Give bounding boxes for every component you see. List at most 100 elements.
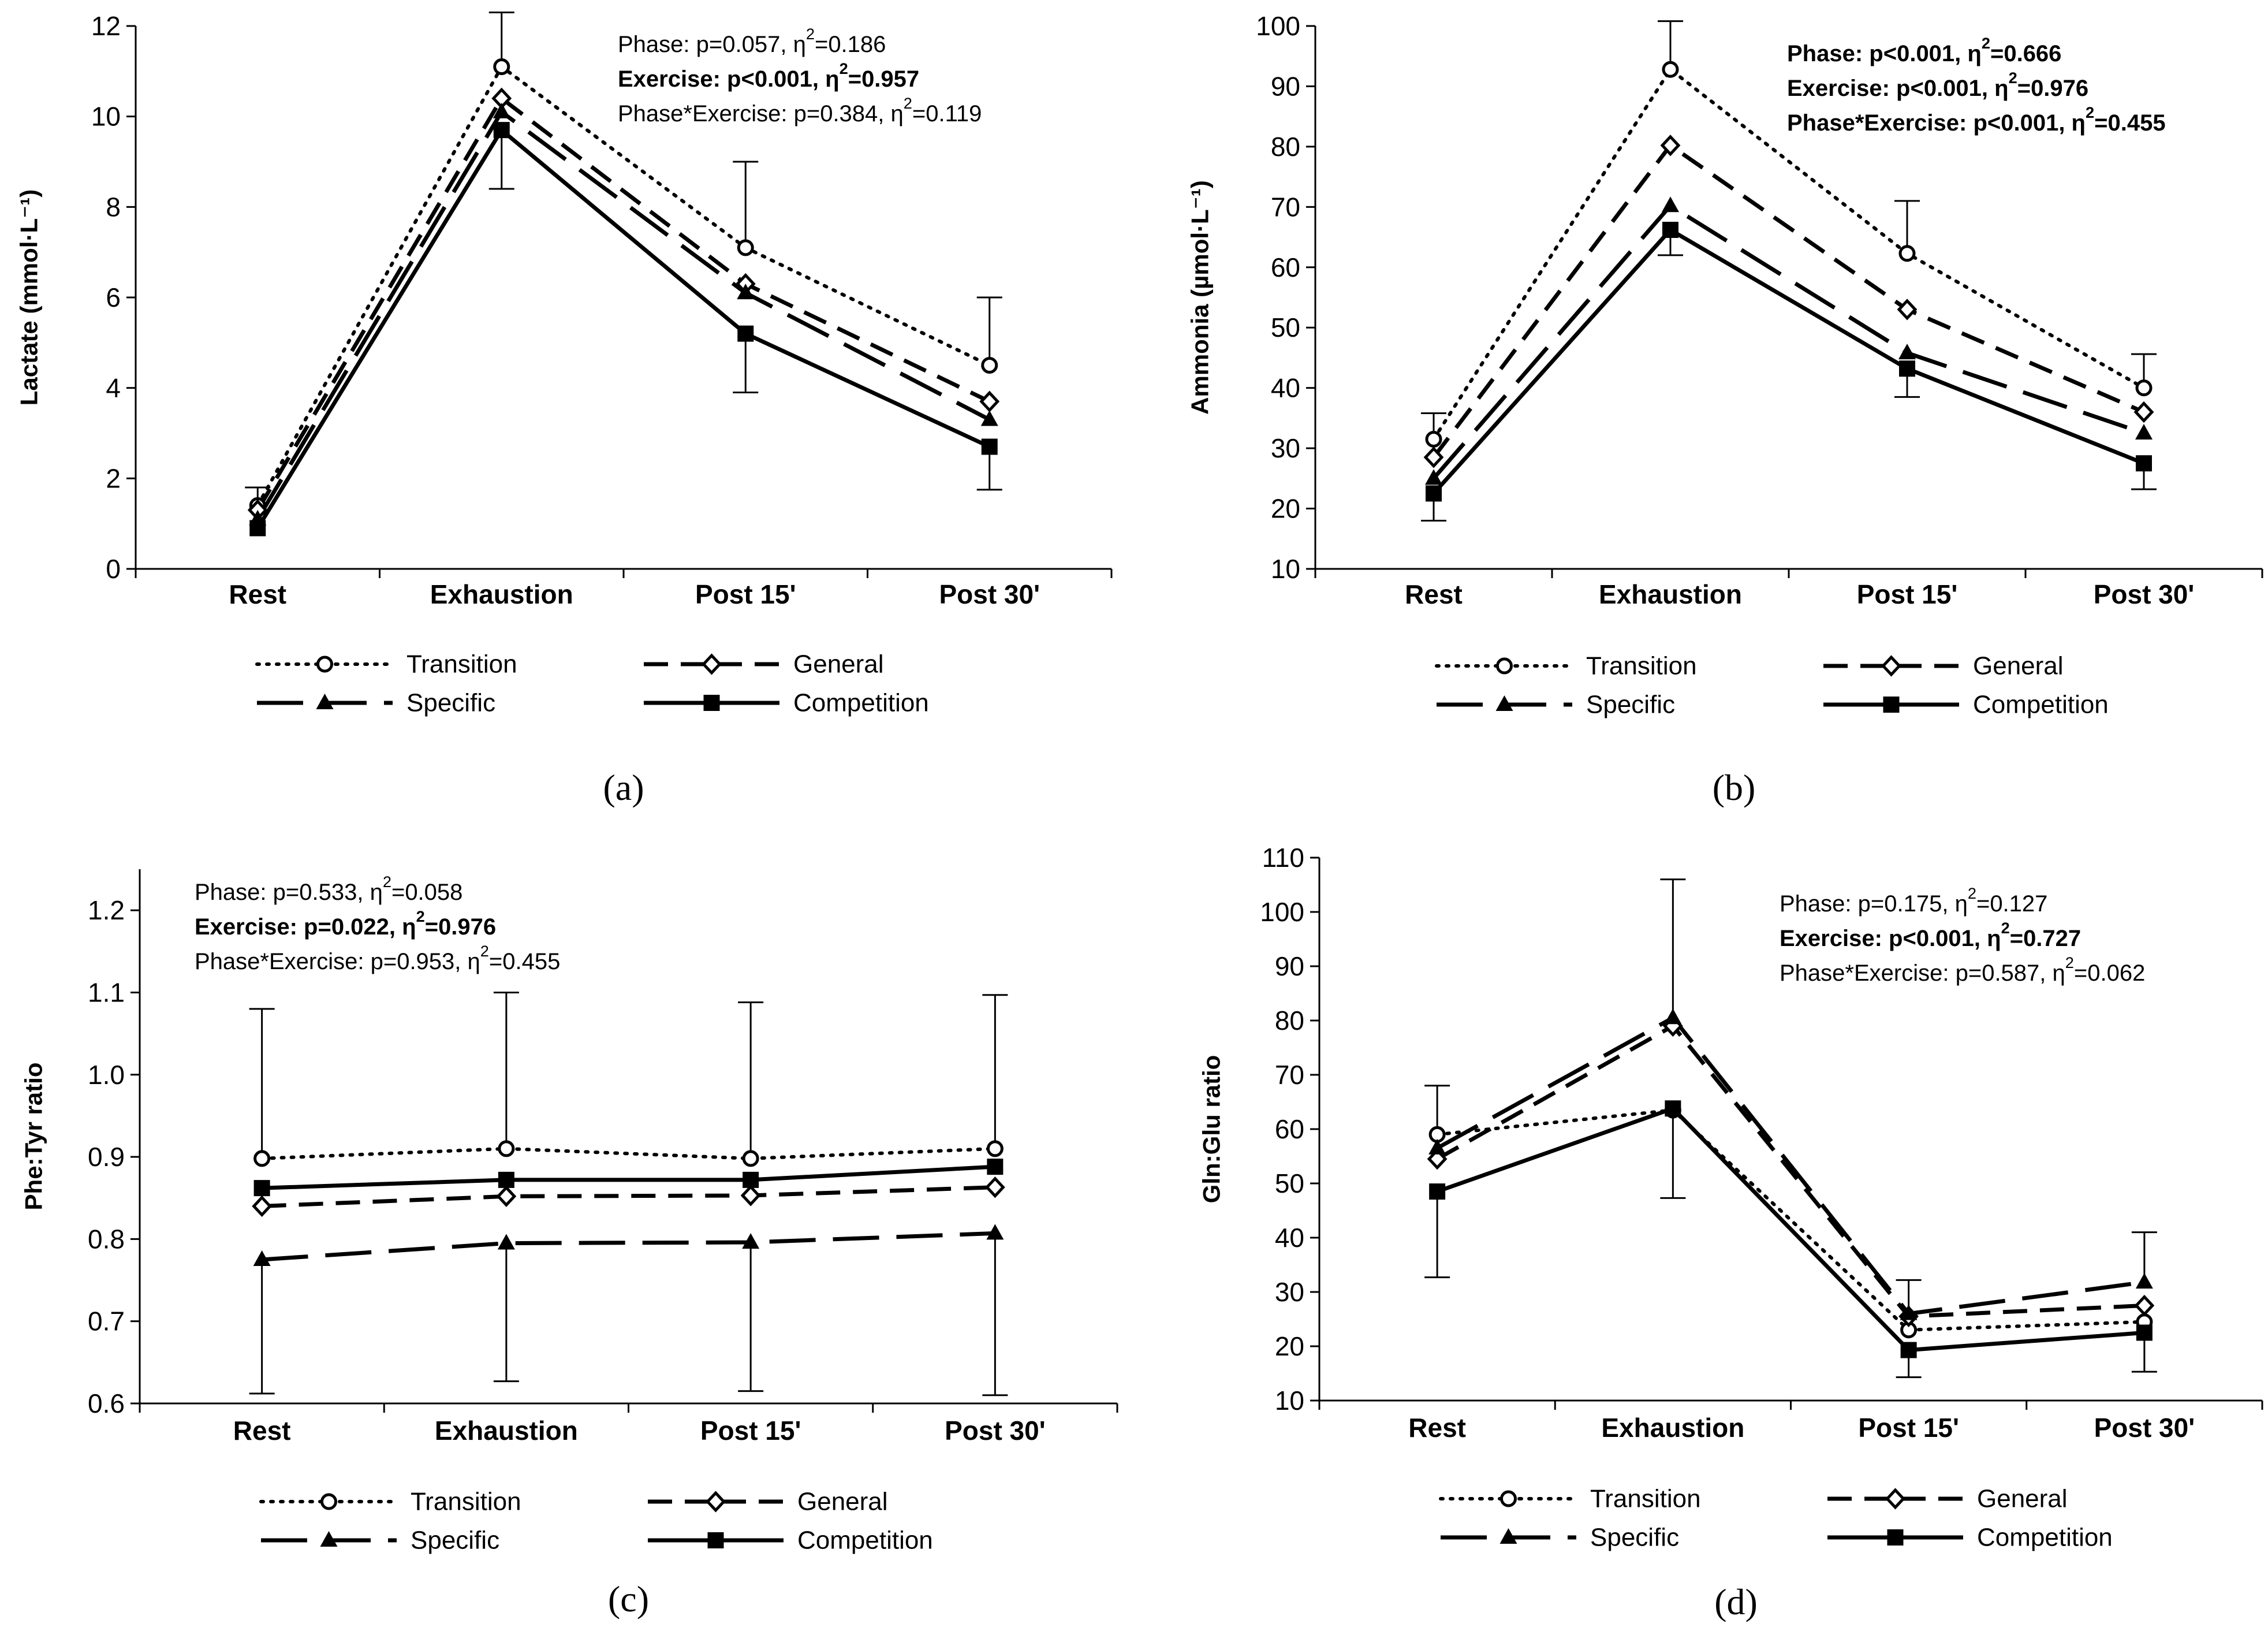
- panel-d-stats-line-1: Phase: p=0.175, η2=0.127: [1780, 884, 2047, 917]
- panel-a-ytick-label-6: 12: [91, 11, 121, 41]
- panel-a-ylabel: Lactate (mmol·L⁻¹): [16, 189, 43, 406]
- panel-d-stats-tail-3: =0.062: [2074, 960, 2145, 986]
- panel-d-point-competition-rest: [1429, 1183, 1446, 1200]
- panel-d-legend-label-specific: Specific: [1590, 1524, 1679, 1552]
- panel-c-ylabel: Phe:Tyr ratio: [20, 1063, 47, 1211]
- panel-d-stats-tail-1: =0.127: [1976, 891, 2047, 917]
- panel-d-point-competition-post-30: [2136, 1324, 2153, 1341]
- panel-d-category-rest: Rest: [1408, 1413, 1466, 1443]
- panel-b-point-transition-post-15: [1898, 245, 1916, 262]
- panel-d-label: (d): [1714, 1581, 1758, 1622]
- panel-d-stats-sup-3: 2: [2065, 954, 2074, 971]
- panel-d-series-line-general: [1436, 1023, 2145, 1319]
- panel-a-category-post-30: Post 30': [939, 579, 1040, 609]
- panel-a-point-competition-post-30: [981, 438, 998, 455]
- panel-c-category-post-30: Post 30': [945, 1416, 1046, 1446]
- panel-b-point-competition-post-30: [2136, 455, 2152, 472]
- panel-c-point-transition-exhaustion: [498, 1140, 515, 1157]
- panel-c-stats-text-1: Phase: p=0.533, η: [195, 880, 383, 905]
- panel-c-point-transition-rest: [253, 1150, 271, 1167]
- panel-a-ytick-label-3: 6: [106, 282, 121, 312]
- panel-c-point-specific-post-15: [742, 1233, 760, 1249]
- panel-b-legend-marker-competition: [1883, 697, 1900, 713]
- panel-d-legend-marker-specific: [1499, 1528, 1517, 1544]
- panel-c-point-competition-post-30: [987, 1159, 1004, 1175]
- panel-a-point-transition-post-30: [981, 357, 998, 374]
- panel-d-stats-text-3: Phase*Exercise: p=0.587, η: [1780, 960, 2065, 986]
- panel-c-stats-text-3: Phase*Exercise: p=0.953, η: [195, 949, 480, 974]
- panel-b-stats-tail-2: =0.976: [2017, 76, 2088, 101]
- panel-d-stats-line-2: Exercise: p<0.001, η2=0.727: [1780, 919, 2081, 951]
- panel-c-point-specific-exhaustion: [497, 1234, 515, 1250]
- panel-b-point-competition-post-15: [1899, 360, 1915, 377]
- panel-b-point-specific-exhaustion: [1662, 196, 1679, 213]
- panel-a-legend-marker-general: [702, 653, 722, 675]
- panel-c-stats-sup-2: 2: [416, 907, 425, 925]
- panel-d-series-line-competition: [1436, 1106, 2145, 1353]
- panel-b-series-line-competition: [1432, 228, 2145, 495]
- panel-d-ytick-label-8: 90: [1275, 951, 1304, 981]
- panel-c-ytick-label-3: 0.9: [88, 1142, 125, 1172]
- panel-c-stats-line-1: Phase: p=0.533, η2=0.058: [195, 873, 462, 905]
- panel-b-stats-sup-2: 2: [2009, 69, 2017, 87]
- panel-b-legend-label-competition: Competition: [1973, 691, 2109, 719]
- panel-b-label: (b): [1713, 767, 1756, 808]
- panel-d-point-competition-post-15: [1900, 1342, 1917, 1358]
- panel-c-series-line-competition: [262, 1164, 995, 1190]
- panel-a-stats-line-2: Exercise: p<0.001, η2=0.957: [618, 59, 919, 92]
- panel-d-series-line-transition: [1435, 1108, 2146, 1332]
- panel-d: 10 20 30 40 50 60 70 80 90 100 110 Rest Exhaustion Po…: [1198, 843, 2263, 1622]
- panel-a-point-specific-post-15: [737, 284, 755, 300]
- panel-c-stats-line-2: Exercise: p=0.022, η2=0.976: [195, 907, 496, 940]
- panel-b-point-competition-exhaustion: [1662, 222, 1678, 239]
- panel-d-stats-tail-2: =0.727: [2010, 926, 2081, 951]
- panel-a-legend-marker-transition: [316, 656, 333, 673]
- panel-c-point-specific-post-30: [986, 1224, 1004, 1240]
- panel-b-category-exhaustion: Exhaustion: [1599, 579, 1742, 609]
- panel-c-point-general-post-15: [740, 1185, 761, 1206]
- panel-a-legend-label-specific: Specific: [406, 689, 495, 717]
- panel-b-point-general-exhaustion: [1660, 135, 1681, 157]
- panel-b-point-transition-rest: [1425, 430, 1442, 448]
- panel-c-legend-marker-general: [706, 1491, 726, 1513]
- panel-a-stats-sup-1: 2: [806, 25, 815, 43]
- panel-a-point-competition-post-15: [737, 325, 754, 342]
- panel-b-ytick-label-6: 70: [1271, 192, 1300, 222]
- panel-b-stats-text-3: Phase*Exercise: p<0.001, η: [1787, 110, 2086, 136]
- panel-b-ytick-label-9: 100: [1256, 11, 1300, 41]
- panel-a-stats-line-3: Phase*Exercise: p=0.384, η2=0.119: [618, 94, 982, 126]
- panel-c-stats-sup-1: 2: [383, 873, 391, 891]
- panel-a-point-specific-exhaustion: [493, 102, 510, 118]
- panel-c-legend-marker-transition: [320, 1493, 337, 1510]
- panel-a-stats-text-3: Phase*Exercise: p=0.384, η: [618, 101, 904, 126]
- panel-c-series-line-specific: [262, 1231, 995, 1262]
- panel-c-ytick-label-5: 1.1: [88, 977, 125, 1007]
- panel-c-stats-sup-3: 2: [480, 942, 489, 960]
- panel-d-ytick-label-4: 50: [1275, 1168, 1304, 1198]
- panel-b-ytick-label-4: 50: [1271, 312, 1300, 342]
- panel-b-ytick-label-1: 20: [1271, 494, 1300, 524]
- panel-c-series-line-general: [262, 1185, 995, 1208]
- panel-b-stats-text-2: Exercise: p<0.001, η: [1787, 76, 2009, 101]
- panel-c-point-specific-rest: [253, 1250, 271, 1266]
- panel-a-series-line-competition: [256, 128, 991, 530]
- panel-a-stats-sup-2: 2: [840, 59, 848, 77]
- panel-c-point-general-post-30: [984, 1176, 1005, 1198]
- panel-b-series-line-specific: [1432, 203, 2145, 480]
- panel-a-series-line-specific: [256, 110, 991, 520]
- panel-d-ytick-label-6: 70: [1275, 1060, 1304, 1090]
- panel-a: 0 2 4 6 8 10 12 Rest Exhaustion Post 15' Post 30' L…: [16, 11, 1113, 808]
- panel-c-legend-label-competition: Competition: [797, 1526, 933, 1555]
- panel-c-point-general-rest: [252, 1195, 273, 1217]
- panel-b-stats-text-1: Phase: p<0.001, η: [1787, 41, 1982, 66]
- panel-d-point-specific-exhaustion: [1664, 1008, 1682, 1025]
- panel-a-stats-line-1: Phase: p=0.057, η2=0.186: [618, 25, 886, 57]
- panel-d-point-specific-post-15: [1900, 1304, 1918, 1320]
- panel-c-category-exhaustion: Exhaustion: [435, 1416, 578, 1446]
- panel-d-legend-label-competition: Competition: [1977, 1524, 2113, 1552]
- panel-b-ylabel: Ammonia (µmol·L⁻¹): [1187, 180, 1214, 415]
- panel-c-point-transition-post-30: [986, 1140, 1004, 1157]
- panel-b-ytick-label-8: 90: [1271, 71, 1300, 101]
- panel-b-stats-sup-1: 2: [1982, 34, 1990, 52]
